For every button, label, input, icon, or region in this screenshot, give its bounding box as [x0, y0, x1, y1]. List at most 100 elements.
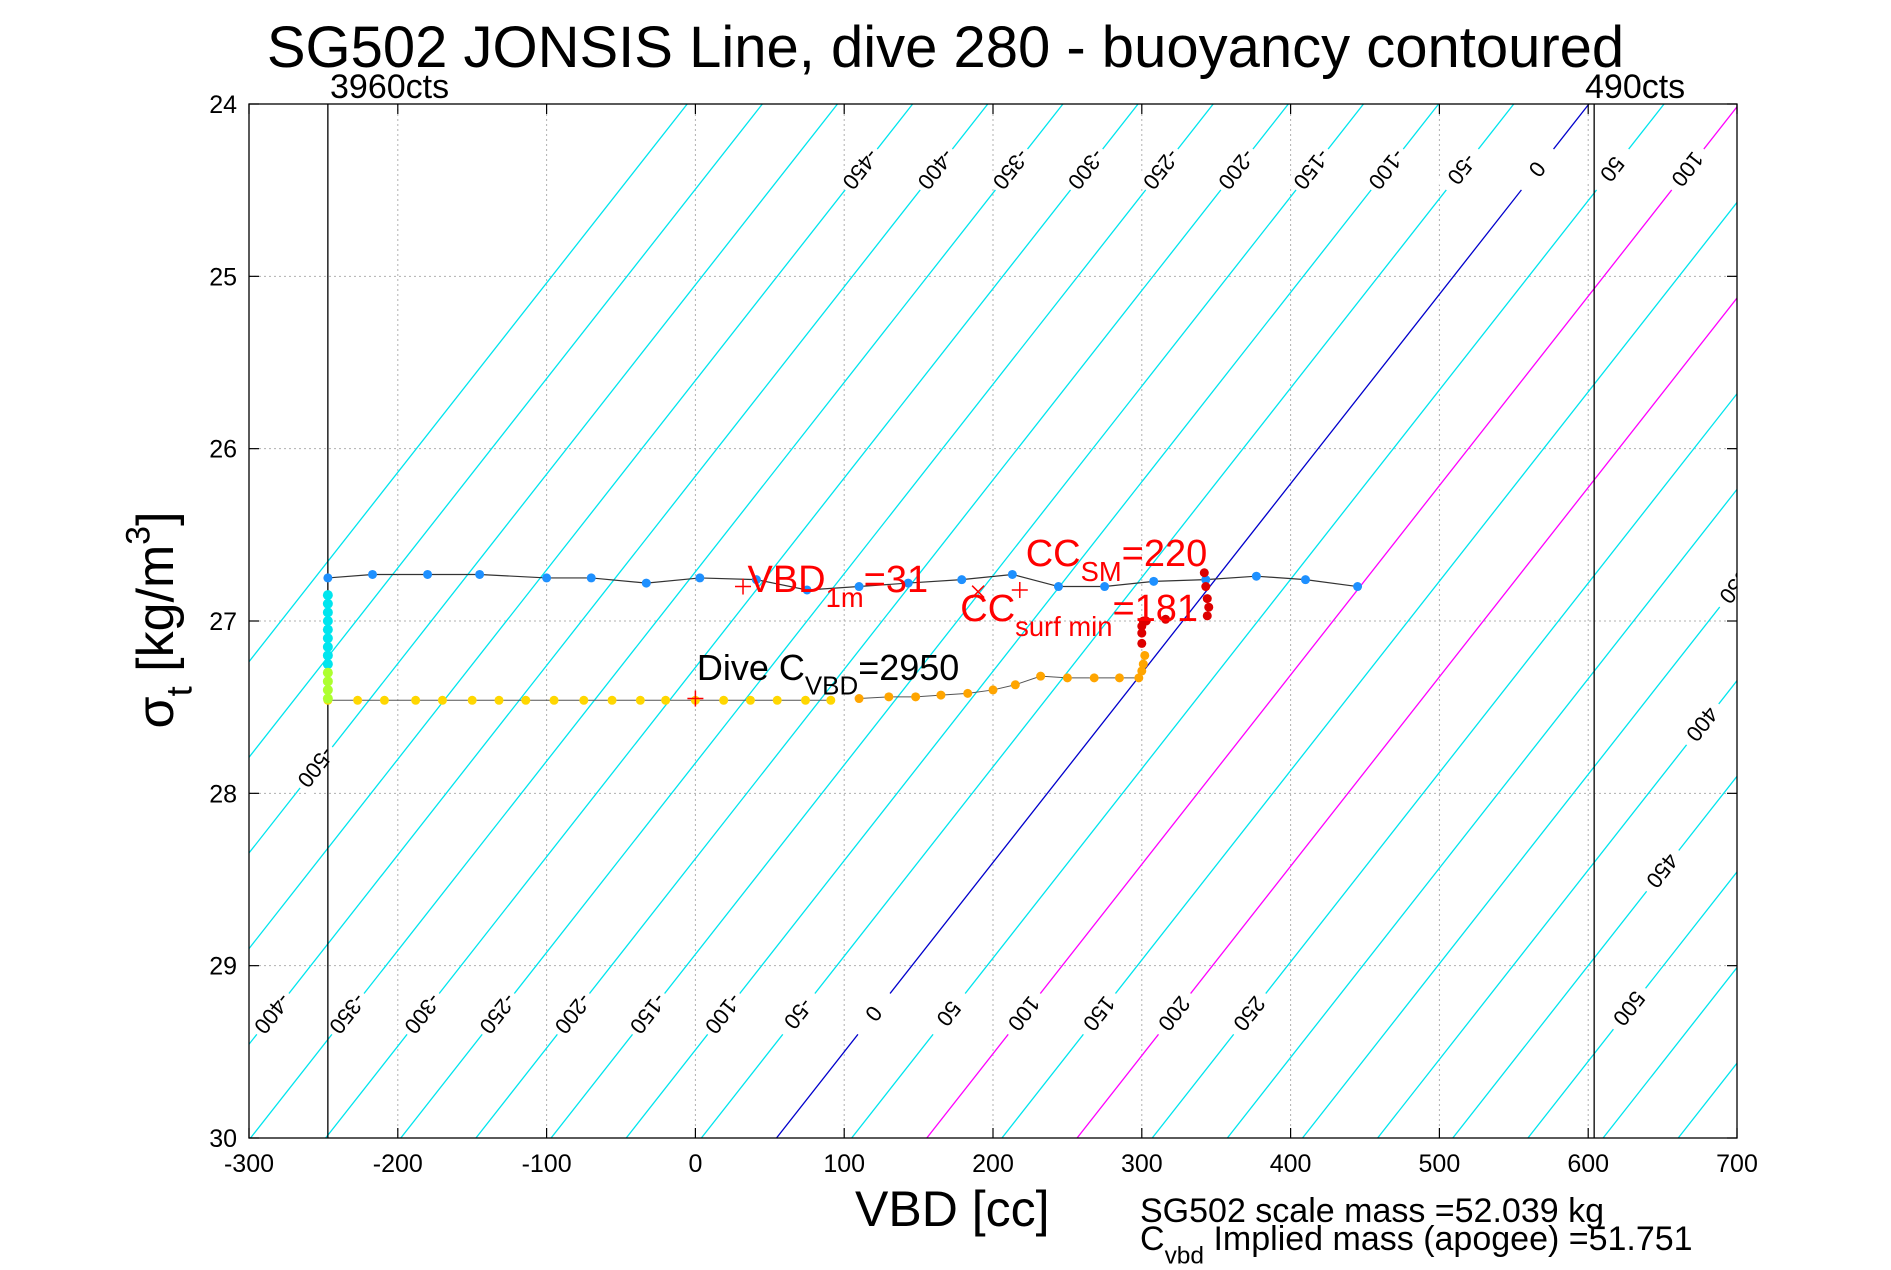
- y-tick-label: 30: [209, 1125, 237, 1153]
- scale-mass-text: SG502 scale mass =52.039 kg: [1140, 1192, 1604, 1230]
- contour-label-bg: [321, 985, 375, 1043]
- contour-label: -250: [1135, 141, 1189, 198]
- contour-label: 200: [1812, 141, 1865, 198]
- data-point: [1202, 611, 1212, 621]
- data-point: [1149, 576, 1159, 586]
- chart-title: SG502 JONSIS Line, dive 280 - buoyancy c…: [266, 15, 1625, 80]
- contour-label-bg: [910, 141, 963, 198]
- data-point: [1251, 571, 1261, 581]
- x-tick-label: 600: [1567, 1150, 1609, 1178]
- data-point: [322, 684, 333, 695]
- data-point: [579, 695, 589, 705]
- contour-label: -500: [289, 739, 343, 796]
- contour-line: [1301, 583, 1737, 1138]
- contour-label-bg: [1812, 141, 1865, 198]
- annotation-value: =2950: [858, 647, 960, 689]
- contour-label-bg: [171, 985, 224, 1042]
- data-point: [379, 695, 389, 705]
- data-point: [521, 695, 531, 705]
- contour-label-bg: [1676, 695, 1729, 753]
- data-point: [607, 695, 617, 705]
- contour-label-bg: [1135, 141, 1189, 198]
- contour-line: [1377, 679, 1737, 1138]
- contour-label: -300: [396, 985, 450, 1043]
- data-point: [1140, 650, 1150, 660]
- contour-label-bg: [997, 985, 1051, 1043]
- y-axis-label: σt [kg/m3]: [119, 511, 200, 729]
- contour-label: -200: [547, 985, 600, 1043]
- contour-line: [249, 104, 914, 950]
- annotation-sub: 1m: [825, 581, 864, 613]
- lower-limit-label: 3960cts: [330, 68, 450, 106]
- contour-label: 400: [1676, 695, 1729, 753]
- data-point: [1201, 582, 1211, 592]
- implied-mass-text: Cvbd Implied mass (apogee) =51.751: [1140, 1220, 1693, 1270]
- contour-label-bg: [396, 985, 450, 1043]
- data-point: [1141, 616, 1151, 626]
- contour-label: 0: [847, 985, 901, 1043]
- data-point: [936, 690, 946, 700]
- contour-line: [625, 104, 1440, 1138]
- y-tick-label: 25: [209, 263, 237, 291]
- data-point: [661, 695, 671, 705]
- contour-label: -350: [321, 985, 375, 1043]
- contour-label-bg: [1709, 558, 1737, 616]
- chart-annotation: VBD1m=31: [747, 561, 928, 611]
- x-tick-label: 0: [688, 1150, 702, 1178]
- x-tick-label: 500: [1419, 1150, 1461, 1178]
- data-point: [988, 685, 998, 695]
- contour-label: 50: [922, 985, 976, 1043]
- annotation-sub: SM: [1080, 555, 1122, 587]
- contour-label-bg: [1148, 985, 1201, 1043]
- data-point: [1134, 673, 1144, 683]
- contour-label-bg: [471, 985, 525, 1043]
- data-point: [1201, 575, 1211, 585]
- contour-label-bg: [1511, 141, 1564, 198]
- contour-line: [1527, 870, 1737, 1138]
- annotation-value: =31: [863, 558, 929, 601]
- x-tick-label: 200: [972, 1150, 1014, 1178]
- data-point: [322, 624, 333, 635]
- annotation-value: =220: [1121, 532, 1208, 575]
- contour-label: 500: [1603, 980, 1656, 1038]
- data-point: [1138, 659, 1148, 669]
- data-point: [719, 695, 729, 705]
- contour-label: -150: [1285, 141, 1339, 198]
- x-tick-label: 700: [1716, 1150, 1758, 1178]
- data-point: [467, 695, 477, 705]
- data-point: [423, 569, 433, 579]
- data-point: [1202, 594, 1212, 604]
- contour-line: [1829, 104, 1891, 1138]
- contour-label-bg: [289, 739, 343, 796]
- contour-label: 250: [1223, 985, 1276, 1043]
- data-point: [322, 641, 333, 652]
- contour-label-bg: [1223, 985, 1276, 1043]
- data-point: [903, 578, 913, 588]
- y-tick-label: 24: [209, 91, 237, 119]
- data-point: [1137, 666, 1147, 676]
- data-point: [1089, 673, 1099, 683]
- contour-label: 300: [1743, 420, 1796, 477]
- contour-label-bg: [249, 985, 300, 1043]
- buoyancy-contours: -450 -400 -350 -300 -250 -200 -150 -100 -50 0 50 10…: [171, 104, 1891, 1138]
- data-point: [1353, 582, 1363, 592]
- contour-label-bg: [1285, 141, 1339, 198]
- axes-frame: -300 -200 -100 0 100 200 300 400 500 600 700242526…: [209, 91, 1758, 1178]
- data-point: [549, 695, 559, 705]
- contour-label-bg: [697, 985, 750, 1043]
- contour-label: 100: [997, 985, 1051, 1043]
- data-point: [1007, 569, 1017, 579]
- contour-label-bg: [622, 985, 675, 1043]
- contour-label: 0: [1511, 141, 1564, 198]
- data-point: [1161, 614, 1171, 624]
- data-point: [411, 695, 421, 705]
- contour-label: -200: [1210, 141, 1264, 198]
- dive-series: [322, 568, 1363, 705]
- annotation-base: CC: [1025, 532, 1081, 575]
- contour-label-text: 300: [1747, 426, 1789, 470]
- data-point: [802, 585, 812, 595]
- contour-line: [1076, 297, 1737, 1138]
- contour-line: [700, 104, 1515, 1138]
- data-point: [586, 573, 596, 583]
